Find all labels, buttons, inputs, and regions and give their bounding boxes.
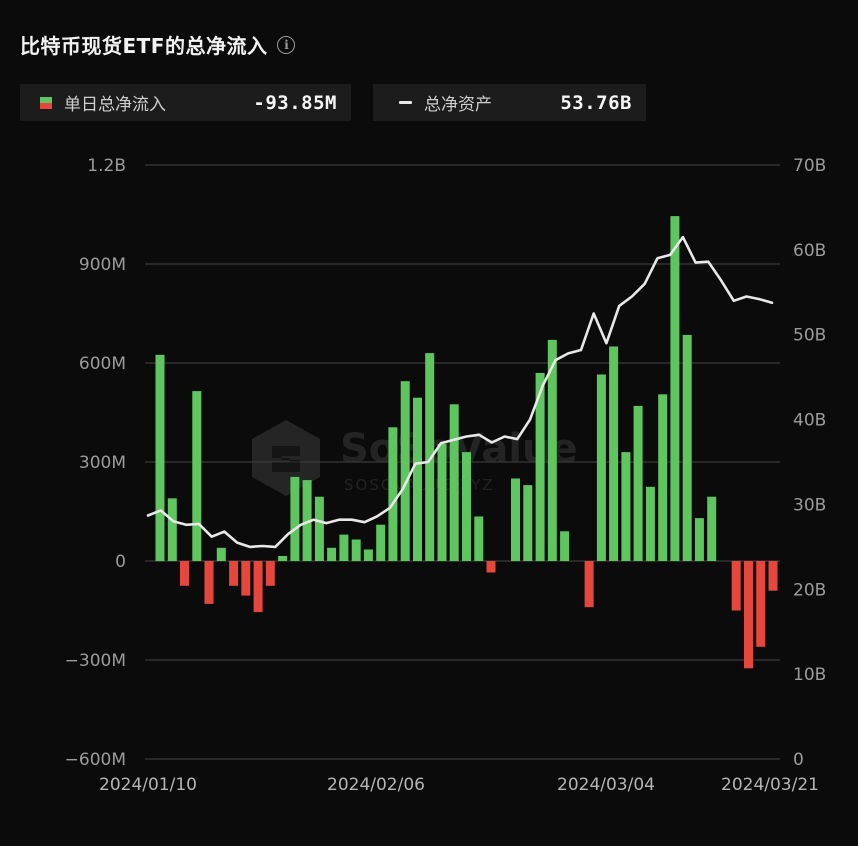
watermark-logo-icon <box>252 420 320 496</box>
bar <box>731 561 741 611</box>
bar <box>511 478 520 561</box>
legend-label-daily-net-inflow: 单日总净流入 <box>64 95 166 115</box>
bar <box>462 452 471 561</box>
right-tick-label: 0 <box>793 750 804 770</box>
legend-swatch-line <box>399 101 412 104</box>
bar <box>192 391 202 561</box>
legend-value-total-net-assets: 53.76B <box>560 91 632 114</box>
x-tick-label: 2024/03/21 <box>721 775 819 795</box>
x-axis: 2024/01/10 2024/02/06 2024/03/04 2024/03/21 <box>99 775 819 795</box>
right-axis: 70B 60B 50B 40B 30B 20B 10B 0 <box>793 156 826 770</box>
right-tick-label: 10B <box>793 665 826 685</box>
right-tick-label: 40B <box>793 411 826 431</box>
left-tick-label: 900M <box>79 255 126 275</box>
bar <box>204 561 214 604</box>
legend-swatch-bar <box>40 96 52 109</box>
bar <box>278 556 288 561</box>
bar <box>707 496 717 561</box>
chart-header: 比特币现货ETF的总净流入 i <box>20 30 296 59</box>
info-icon[interactable]: i <box>277 35 296 54</box>
line-series <box>146 235 774 549</box>
bar <box>645 486 655 562</box>
legend-label-total-net-assets: 总净资产 <box>424 95 492 115</box>
bar <box>523 485 533 561</box>
bar <box>400 381 410 561</box>
bar <box>658 394 668 561</box>
bar <box>756 561 766 647</box>
legend-value-daily-net-inflow: -93.85M <box>253 91 337 114</box>
bar <box>327 547 337 561</box>
left-tick-label: 1.2B <box>87 156 126 176</box>
bar <box>351 539 361 561</box>
left-tick-label: −600M <box>65 750 126 770</box>
bar <box>265 561 275 586</box>
bar <box>155 354 165 562</box>
left-tick-label: 600M <box>79 354 126 374</box>
bar <box>241 561 251 596</box>
bar <box>302 480 312 561</box>
right-tick-label: 60B <box>793 241 826 261</box>
bar <box>474 516 484 561</box>
right-tick-label: 50B <box>793 326 826 346</box>
bar <box>388 427 398 561</box>
bar <box>621 452 631 561</box>
bar <box>437 443 447 561</box>
bar <box>670 216 680 561</box>
bar <box>449 404 459 562</box>
legend-item-daily-net-inflow[interactable]: 单日总净流入 -93.85M <box>20 84 351 121</box>
right-tick-label: 20B <box>793 580 826 600</box>
bar <box>609 346 619 561</box>
bar <box>339 534 349 561</box>
bar <box>596 374 606 561</box>
chart-title: 比特币现货ETF的总净流入 <box>20 34 268 58</box>
bar <box>694 518 704 561</box>
bar <box>682 334 692 561</box>
bar <box>744 561 753 669</box>
left-axis: 1.2B 900M 600M 300M 0 −300M −600M <box>65 156 126 770</box>
bar-series <box>155 216 778 669</box>
bar <box>486 561 496 573</box>
bar <box>229 561 239 586</box>
bar <box>290 476 300 561</box>
bar <box>376 524 386 561</box>
x-tick-label: 2024/03/04 <box>557 775 655 795</box>
bar <box>633 405 643 561</box>
left-tick-label: 0 <box>115 552 126 572</box>
right-tick-label: 70B <box>793 156 826 176</box>
bar <box>216 547 226 561</box>
bar <box>363 549 373 561</box>
bar <box>535 372 545 561</box>
legend: 单日总净流入 -93.85M 总净资产 53.76B <box>20 84 646 121</box>
bar <box>768 561 778 591</box>
x-tick-label: 2024/01/10 <box>99 775 197 795</box>
bar <box>413 397 422 561</box>
x-tick-label: 2024/02/06 <box>327 775 425 795</box>
left-tick-label: 300M <box>79 453 126 473</box>
bar <box>425 353 435 561</box>
bar <box>253 561 263 613</box>
bar <box>560 531 570 561</box>
bar <box>314 496 324 561</box>
legend-item-total-net-assets[interactable]: 总净资产 53.76B <box>373 84 646 121</box>
bar <box>167 498 177 561</box>
line-path <box>146 235 774 549</box>
bar <box>547 339 557 561</box>
bar <box>180 561 189 586</box>
left-tick-label: −300M <box>65 651 126 671</box>
bar <box>584 561 594 608</box>
right-tick-label: 30B <box>793 495 826 515</box>
